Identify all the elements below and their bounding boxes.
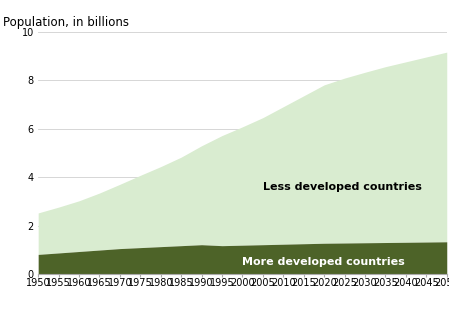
Text: More developed countries: More developed countries	[242, 257, 405, 267]
Text: Population, in billions: Population, in billions	[4, 16, 129, 29]
Text: Less developed countries: Less developed countries	[263, 182, 422, 192]
